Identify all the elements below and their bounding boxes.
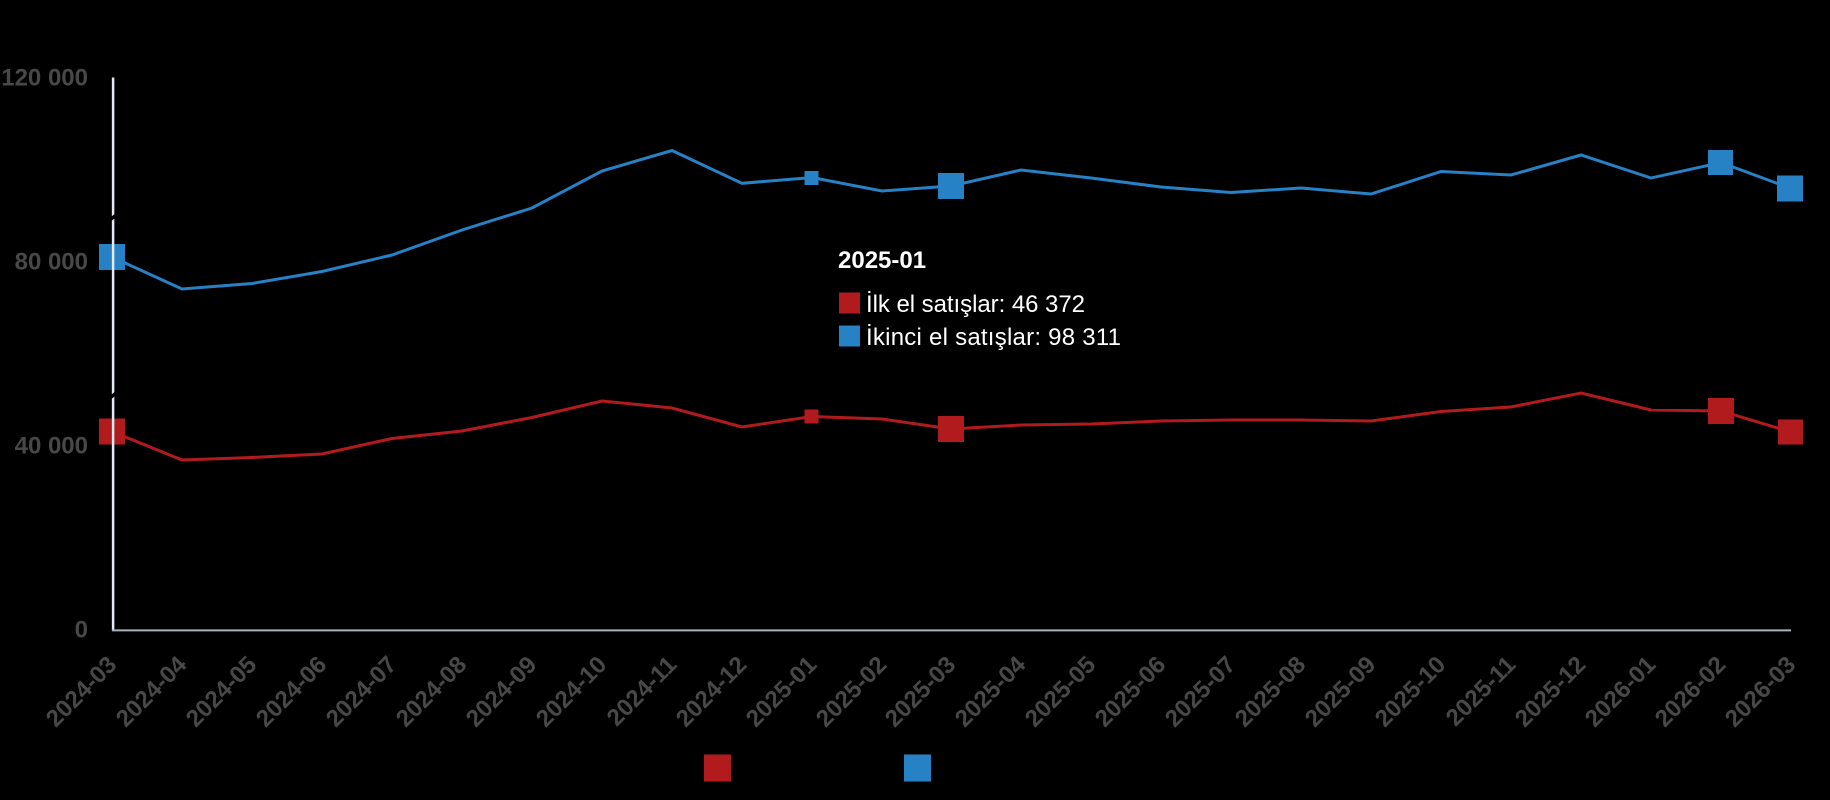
svg-text:0: 0 — [75, 616, 88, 643]
svg-text:120 000: 120 000 — [1, 64, 88, 91]
svg-text:İkinci el satışlar: 98 311: İkinci el satışlar: 98 311 — [866, 324, 1121, 351]
svg-text:İlk el satışlar: 46 372: İlk el satışlar: 46 372 — [866, 291, 1085, 318]
svg-text:80 000: 80 000 — [15, 248, 88, 275]
svg-text:2025-01: 2025-01 — [838, 247, 926, 274]
svg-text:40 000: 40 000 — [15, 432, 88, 459]
